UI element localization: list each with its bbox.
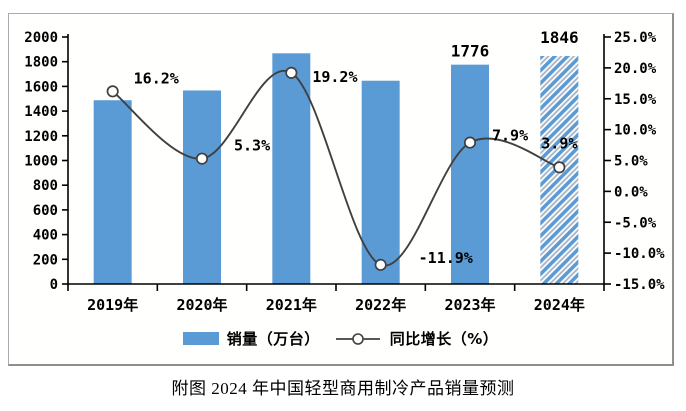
growth-value-label-2019年: 16.2% (134, 69, 179, 87)
left-axis-tick-label: 800 (33, 178, 58, 194)
left-axis-tick-label: 400 (33, 228, 58, 244)
chart-legend: 销量（万台） 同比增长（%） (9, 328, 672, 349)
x-axis-label-2022年: 2022年 (355, 296, 406, 314)
bar-value-label-2024年: 1846 (540, 28, 579, 47)
growth-value-label-2023年: 7.9% (492, 127, 528, 145)
left-axis-tick-label: 600 (33, 203, 58, 219)
growth-series-marker-icon (335, 332, 380, 345)
growth-marker-2021年 (285, 66, 298, 79)
right-axis-tick-label: 15.0% (614, 92, 657, 108)
x-axis-label-2020年: 2020年 (176, 296, 227, 314)
right-axis-tick-label: -15.0% (614, 277, 665, 293)
left-axis-tick-label: 1800 (24, 55, 58, 71)
growth-legend-label: 同比增长（%） (389, 330, 499, 348)
right-axis-tick-label: 20.0% (614, 61, 657, 77)
growth-marker-2020年 (195, 152, 209, 165)
right-axis-tick-label: -10.0% (614, 246, 665, 262)
bar-2020年 (183, 90, 221, 285)
bar-2022年 (361, 80, 400, 285)
left-axis-tick-label: 2000 (24, 30, 58, 46)
x-axis-label-2024年: 2024年 (534, 296, 585, 314)
growth-marker-2019年 (106, 85, 119, 98)
chart-caption: 附图 2024 年中国轻型商用制冷产品销量预测 (171, 379, 515, 398)
left-axis-tick-label: 200 (33, 252, 58, 268)
growth-marker-2022年 (374, 258, 387, 271)
x-axis-label-2023年: 2023年 (444, 296, 495, 314)
sales-series-swatch (182, 332, 219, 345)
growth-value-label-2024年: 3.9% (541, 134, 577, 152)
bar-2023年 (451, 64, 489, 284)
sales-legend-label: 销量（万台） (226, 330, 320, 348)
sales-forecast-chart-canvas: 0 200 400 600 800 1000 1200 1400 1600 1800 2000 -15… (24, 28, 665, 314)
bar-2021年 (272, 53, 311, 284)
growth-marker-2024年 (553, 161, 566, 174)
x-axis-label-2021年: 2021年 (266, 296, 317, 314)
x-axis-label-2019年: 2019年 (87, 296, 138, 314)
growth-line (112, 69, 560, 267)
left-axis-tick-label: 1000 (24, 154, 58, 170)
growth-marker-2023年 (463, 136, 477, 149)
left-axis-tick-label: 1200 (24, 129, 58, 145)
bar-value-label-2023年: 1776 (451, 42, 490, 61)
right-axis-tick-label: 5.0% (614, 154, 648, 170)
left-axis-tick-label: 1600 (24, 79, 58, 95)
growth-value-label-2021年: 19.2% (312, 68, 357, 86)
bar-2019年 (93, 100, 132, 285)
legend-item-sales: 销量（万台） (182, 328, 320, 349)
growth-value-label-2020年: 5.3% (234, 137, 270, 155)
right-axis-tick-label: -5.0% (614, 215, 657, 231)
right-axis-tick-label: 0.0% (614, 184, 648, 200)
left-axis-tick-label: 1400 (24, 104, 58, 120)
growth-value-label-2022年: -11.9% (419, 249, 473, 267)
legend-item-growth: 同比增长（%） (334, 328, 499, 349)
right-axis-tick-label: 25.0% (614, 30, 657, 46)
chart-frame: 0 200 400 600 800 1000 1200 1400 1600 1800 2000 -15… (8, 13, 674, 366)
right-axis-tick-label: 10.0% (614, 123, 657, 139)
left-axis-tick-label: 0 (50, 277, 58, 293)
